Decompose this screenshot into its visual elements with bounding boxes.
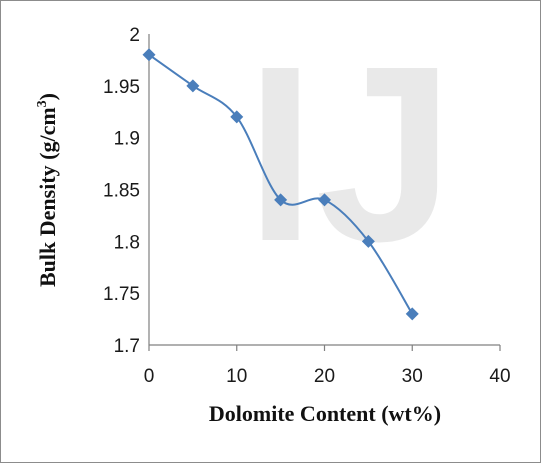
- y-axis-title-sup: 3: [35, 100, 50, 107]
- data-point-marker: [361, 234, 375, 248]
- y-tick-labels: 1.7 1.75 1.8 1.85 1.9 1.95 2: [103, 25, 140, 357]
- data-points: [142, 48, 419, 321]
- x-tick-marks: [148, 345, 501, 351]
- y-axis-title-main: Bulk Density (g/cm: [35, 107, 60, 287]
- y-tick-label: 1.8: [114, 232, 140, 253]
- x-tick-labels: 0 10 20 30 40: [144, 366, 511, 387]
- data-point-marker: [230, 110, 244, 124]
- x-tick-label: 10: [226, 366, 247, 387]
- data-point-marker: [405, 307, 419, 321]
- y-tick-label: 1.7: [114, 336, 140, 357]
- y-axis-title: Bulk Density (g/cm3): [35, 93, 60, 287]
- x-tick-label: 0: [144, 366, 155, 387]
- x-axis-title: Dolomite Content (wt%): [209, 401, 441, 426]
- data-point-marker: [142, 48, 156, 62]
- y-axis-title-tail: ): [35, 93, 60, 100]
- watermark-logo: IJ: [246, 14, 455, 293]
- data-point-marker: [274, 193, 288, 207]
- y-tick-label: 1.75: [103, 284, 140, 305]
- x-tick-label: 20: [314, 366, 335, 387]
- data-point-marker: [318, 193, 331, 207]
- y-tick-label: 1.9: [114, 129, 140, 150]
- data-point-marker: [186, 79, 200, 93]
- y-tick-label: 1.85: [103, 181, 140, 202]
- x-tick-label: 30: [402, 366, 423, 387]
- y-tick-label: 1.95: [103, 77, 140, 98]
- x-tick-label: 40: [489, 366, 510, 387]
- y-tick-label: 2: [129, 25, 140, 46]
